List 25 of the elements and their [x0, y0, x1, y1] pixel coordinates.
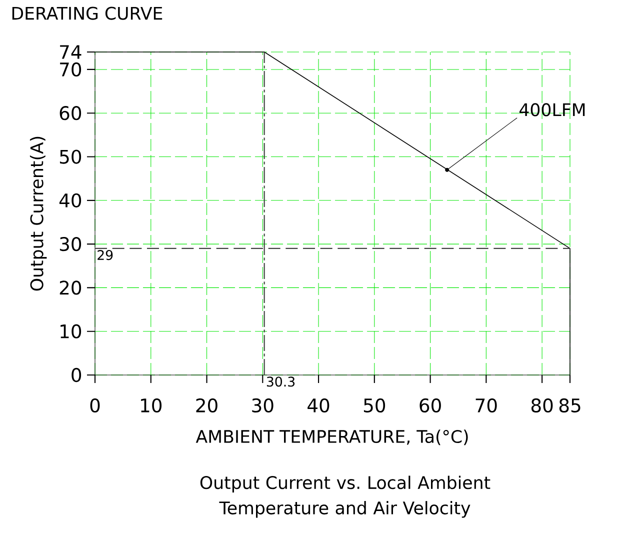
- ref-line-label: 29: [98, 250, 113, 260]
- x-tick-label: 50: [364, 398, 386, 413]
- y-tick-label: 74: [60, 45, 82, 59]
- y-axis-title: Output Current(A): [30, 136, 47, 291]
- x-tick-label: 70: [476, 398, 497, 413]
- x-tick-label: 20: [196, 398, 218, 413]
- y-tick-label: 40: [59, 193, 82, 208]
- x-tick-label: 80: [531, 398, 553, 413]
- x-tick-label: 60: [420, 398, 441, 413]
- ref-line-label: 30.3: [266, 376, 295, 387]
- chart-title: DERATING CURVE: [12, 6, 162, 20]
- y-tick-label: 30: [60, 236, 82, 252]
- text: Output Current vs. Local Ambient Temperature and Air Velocity: [200, 476, 490, 518]
- y-tick-label: 10: [60, 324, 82, 338]
- x-tick-label: 30: [252, 398, 274, 413]
- x-tick-label: 85: [559, 398, 580, 413]
- x-tick-label: 0: [90, 398, 100, 413]
- y-tick-label: 60: [60, 106, 82, 120]
- y-tick-label: 20: [60, 280, 82, 295]
- x-tick-label: 10: [141, 398, 162, 413]
- y-tick-label: 50: [60, 150, 82, 164]
- y-tick-label: 0: [72, 368, 82, 382]
- y-tick-label: 70: [60, 62, 82, 77]
- x-tick-label: 40: [308, 398, 330, 413]
- x-axis-title: AMBIENT TEMPERATURE, Ta(°C): [196, 430, 468, 446]
